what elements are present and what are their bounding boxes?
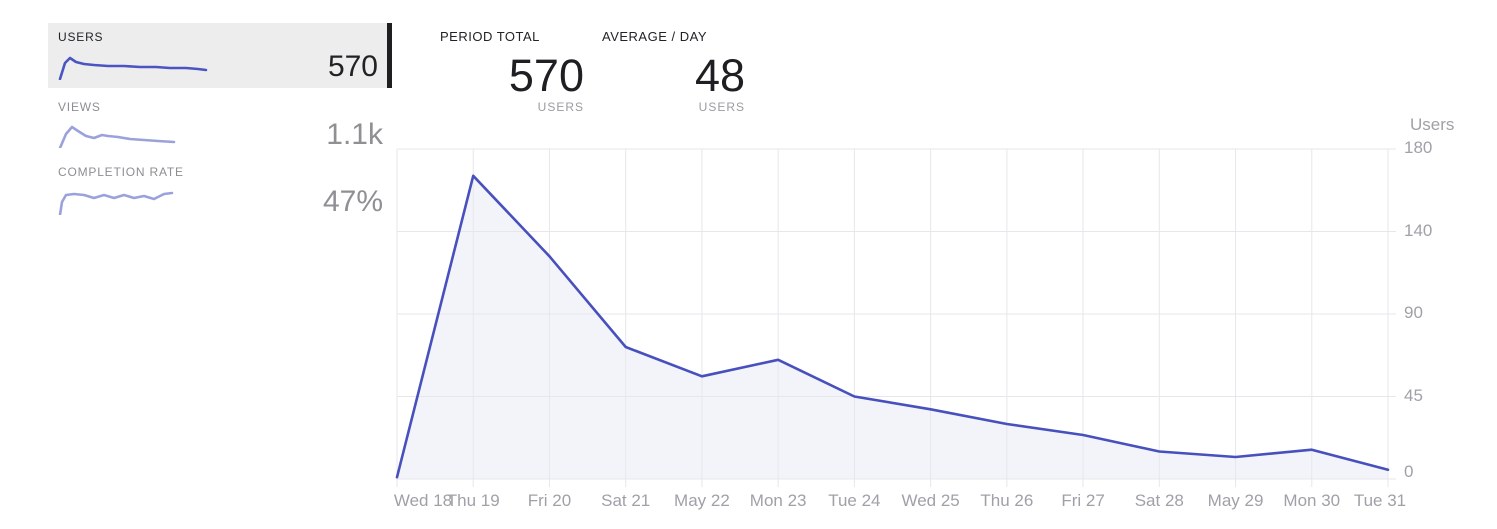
metric-views-label: VIEWS — [58, 100, 101, 114]
x-axis-label-4: Sat 21 — [601, 491, 651, 510]
metric-completion-left: COMPLETION RATE — [58, 165, 184, 215]
period-total-value: 570 — [508, 50, 584, 101]
x-axis-label-1: Wed 18 — [393, 491, 453, 510]
x-axis-label-13: Mon 30 — [1283, 491, 1341, 510]
x-axis-label-5: May 22 — [674, 491, 730, 510]
metric-tab-completion-rate[interactable]: COMPLETION RATE 47% — [48, 162, 392, 223]
y-axis-tick-140: 140 — [1404, 220, 1433, 240]
x-axis-label-8: Wed 25 — [901, 491, 960, 510]
users-sparkline-icon — [58, 56, 208, 80]
y-axis-tick-180: 180 — [1404, 138, 1433, 157]
average-per-day: AVERAGE / DAY 48 USERS — [602, 29, 745, 114]
average-per-day-label: AVERAGE / DAY — [602, 29, 707, 44]
views-sparkline-icon — [58, 125, 176, 148]
y-axis-title: Users — [1410, 115, 1455, 134]
metric-completion-label: COMPLETION RATE — [58, 165, 184, 179]
x-axis-label-2: Thu 19 — [446, 491, 500, 510]
y-axis-tick-45: 45 — [1404, 385, 1423, 405]
x-axis-label-14: Tue 31 — [1353, 491, 1407, 510]
metric-tab-users[interactable]: USERS 570 — [48, 23, 392, 88]
x-axis-label-12: May 29 — [1207, 491, 1264, 510]
metric-completion-value: 47% — [322, 185, 383, 218]
metric-users-left: USERS — [58, 30, 208, 80]
x-axis-label-7: Tue 24 — [828, 491, 881, 510]
x-axis-label-9: Thu 26 — [980, 491, 1034, 510]
y-axis-tick-0: 0 — [1404, 462, 1414, 481]
period-total: PERIOD TOTAL 570 USERS — [440, 29, 584, 114]
period-total-label: PERIOD TOTAL — [440, 29, 540, 44]
average-per-day-unit: USERS — [698, 100, 745, 114]
x-axis-label-6: Mon 23 — [749, 491, 807, 510]
period-total-unit: USERS — [537, 100, 584, 114]
metric-views-value: 1.1k — [326, 118, 383, 151]
x-axis-label-10: Fri 27 — [1061, 491, 1105, 510]
x-axis-label-11: Sat 28 — [1134, 491, 1184, 510]
completion-sparkline-icon — [58, 191, 174, 215]
metric-views-left: VIEWS — [58, 100, 176, 148]
metric-users-value: 570 — [327, 50, 378, 83]
x-axis-label-3: Fri 20 — [527, 491, 572, 510]
metric-tab-views[interactable]: VIEWS 1.1k — [48, 94, 392, 156]
average-per-day-value: 48 — [694, 50, 745, 101]
y-axis-tick-90: 90 — [1404, 303, 1423, 322]
metric-users-label: USERS — [58, 30, 104, 44]
